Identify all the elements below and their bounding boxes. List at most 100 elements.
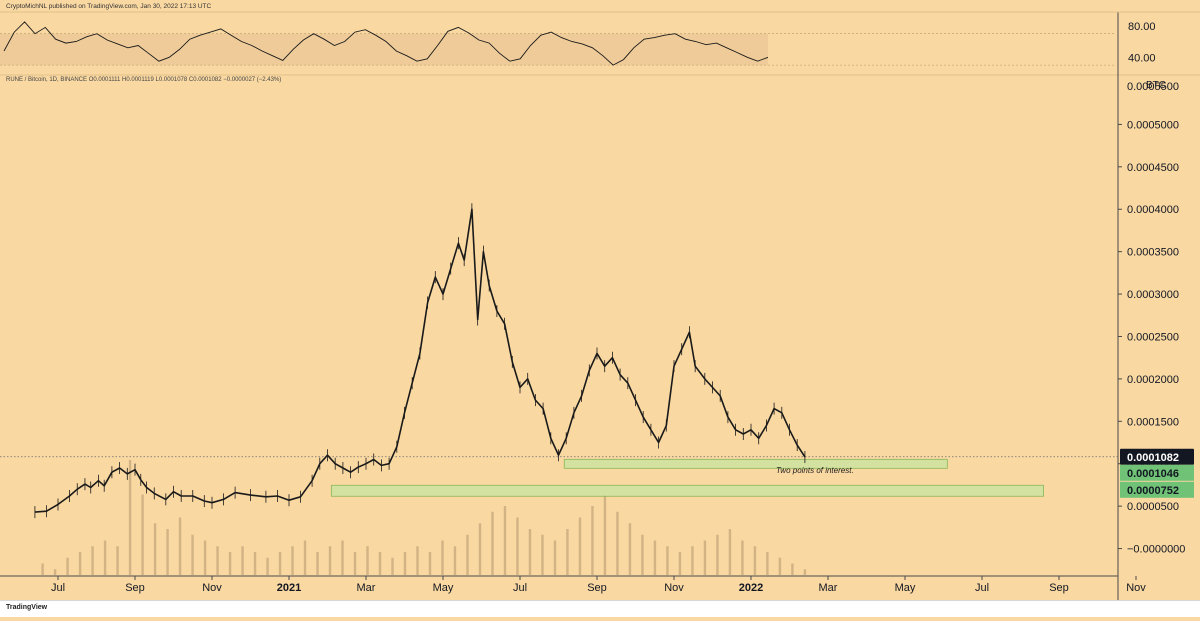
volume-bar (441, 540, 444, 575)
support-zones: Two points of interest. (0, 456, 1118, 497)
volume-bar (328, 546, 332, 575)
volume-bar (503, 506, 507, 575)
time-tick-label: Nov (664, 582, 684, 594)
volume-bar (66, 557, 69, 575)
price-tick-label: 0.0000500 (1127, 501, 1179, 513)
volume-bar (703, 540, 707, 575)
time-tick-label: Nov (202, 582, 222, 594)
time-tick-label: Sep (1049, 582, 1069, 594)
time-tick-label: May (895, 582, 916, 594)
price-tick-label: 0.0001500 (1127, 416, 1179, 428)
volume-bar (591, 506, 594, 575)
price-tick-label: −0.0000000 (1127, 544, 1185, 556)
time-tick-label: 2022 (739, 582, 763, 594)
volume-bar (516, 517, 519, 575)
rsi-line (3, 21, 769, 66)
price-tick-label: 0.0002500 (1127, 331, 1179, 343)
current-price-tag-label: 0.0001082 (1127, 452, 1179, 464)
symbol-info: RUNE / Bitcoin, 1D, BINANCE O0.0001111 H… (6, 77, 282, 83)
volume-bar (341, 540, 344, 575)
volume-bar (303, 540, 307, 575)
annotation-text: Two points of interest. (776, 466, 854, 475)
volume-bar (716, 534, 719, 575)
volume-bar (403, 552, 407, 575)
time-tick-label: Sep (587, 582, 607, 594)
volume-bar (166, 529, 169, 575)
volume-bar (453, 546, 457, 575)
time-tick-label: Jul (975, 582, 989, 594)
volume-bar (528, 529, 532, 575)
volume-bar (653, 540, 657, 575)
support-zone (330, 484, 1045, 497)
volume-bar (666, 546, 669, 575)
rsi-panel (0, 21, 1116, 66)
volume-bar (428, 552, 432, 575)
volume-bar (316, 552, 319, 575)
time-tick-label: Jul (513, 582, 527, 594)
volume-bar (541, 534, 544, 575)
volume-bar (203, 540, 207, 575)
time-tick-label: Mar (819, 582, 838, 594)
volume-bar (628, 523, 632, 575)
volume-bar (603, 494, 607, 575)
price-tick-label: 0.0003000 (1127, 289, 1179, 301)
volume-bar (753, 546, 757, 575)
volume-bar (41, 563, 44, 575)
volume-bar (141, 494, 144, 575)
support-tag-2-bg (1120, 481, 1194, 498)
rsi-tick-label: 80.00 (1128, 21, 1156, 33)
volume-bar (78, 552, 82, 575)
price-tick-label: 0.0004500 (1127, 162, 1179, 174)
time-tick-label: 2021 (277, 582, 301, 594)
volume-bar (466, 534, 469, 575)
volume-bar (616, 511, 619, 575)
price-tick-label: 0.0005000 (1127, 119, 1179, 131)
volume-bar (766, 552, 769, 575)
volume-bar (103, 540, 107, 575)
volume-bars (41, 460, 807, 575)
volume-bar (91, 546, 94, 575)
volume-bar (291, 546, 294, 575)
time-tick-label: Jul (51, 582, 65, 594)
volume-bar (391, 557, 394, 575)
grid (0, 11, 1200, 600)
volume-bar (741, 540, 744, 575)
volume-bar (278, 552, 282, 575)
volume-bar (378, 552, 382, 575)
publish-caption: CryptoMichNL published on TradingView.co… (6, 3, 212, 10)
volume-bar (416, 546, 419, 575)
volume-bar (553, 540, 557, 575)
volume-bar (116, 546, 119, 575)
support-tag-1-bg (1120, 464, 1194, 481)
support-tag-2-label: 0.0000752 (1127, 485, 1179, 497)
tradingview-logo: TradingView (6, 604, 48, 611)
price-series (34, 203, 806, 519)
volume-bar (803, 569, 807, 575)
volume-bar (778, 557, 782, 575)
volume-bar (366, 546, 369, 575)
price-tick-label-top: 0.0005500 (1127, 81, 1179, 93)
support-tag-1-label: 0.0001046 (1127, 468, 1179, 480)
footer-bar: TradingView (0, 600, 1200, 617)
time-tick-label: Mar (357, 582, 376, 594)
rsi-tick-label: 40.00 (1128, 52, 1156, 64)
rsi-band (0, 33, 768, 66)
time-tick-label: Nov (1126, 582, 1146, 594)
volume-bar (266, 557, 269, 575)
volume-bar (153, 523, 157, 575)
volume-bar (128, 460, 132, 575)
time-tick-label: May (433, 582, 454, 594)
volume-bar (578, 517, 582, 575)
volume-bar (191, 534, 194, 575)
volume-bar (53, 569, 57, 575)
volume-bar (678, 552, 682, 575)
support-zone (563, 458, 948, 469)
current-price-tag-bg (1120, 448, 1194, 465)
time-tick-label: Sep (125, 582, 145, 594)
price-tick-label: 0.0003500 (1127, 247, 1179, 259)
price-unit-label: BTC (1146, 80, 1166, 91)
volume-bar (228, 552, 232, 575)
volume-bar (728, 529, 732, 575)
